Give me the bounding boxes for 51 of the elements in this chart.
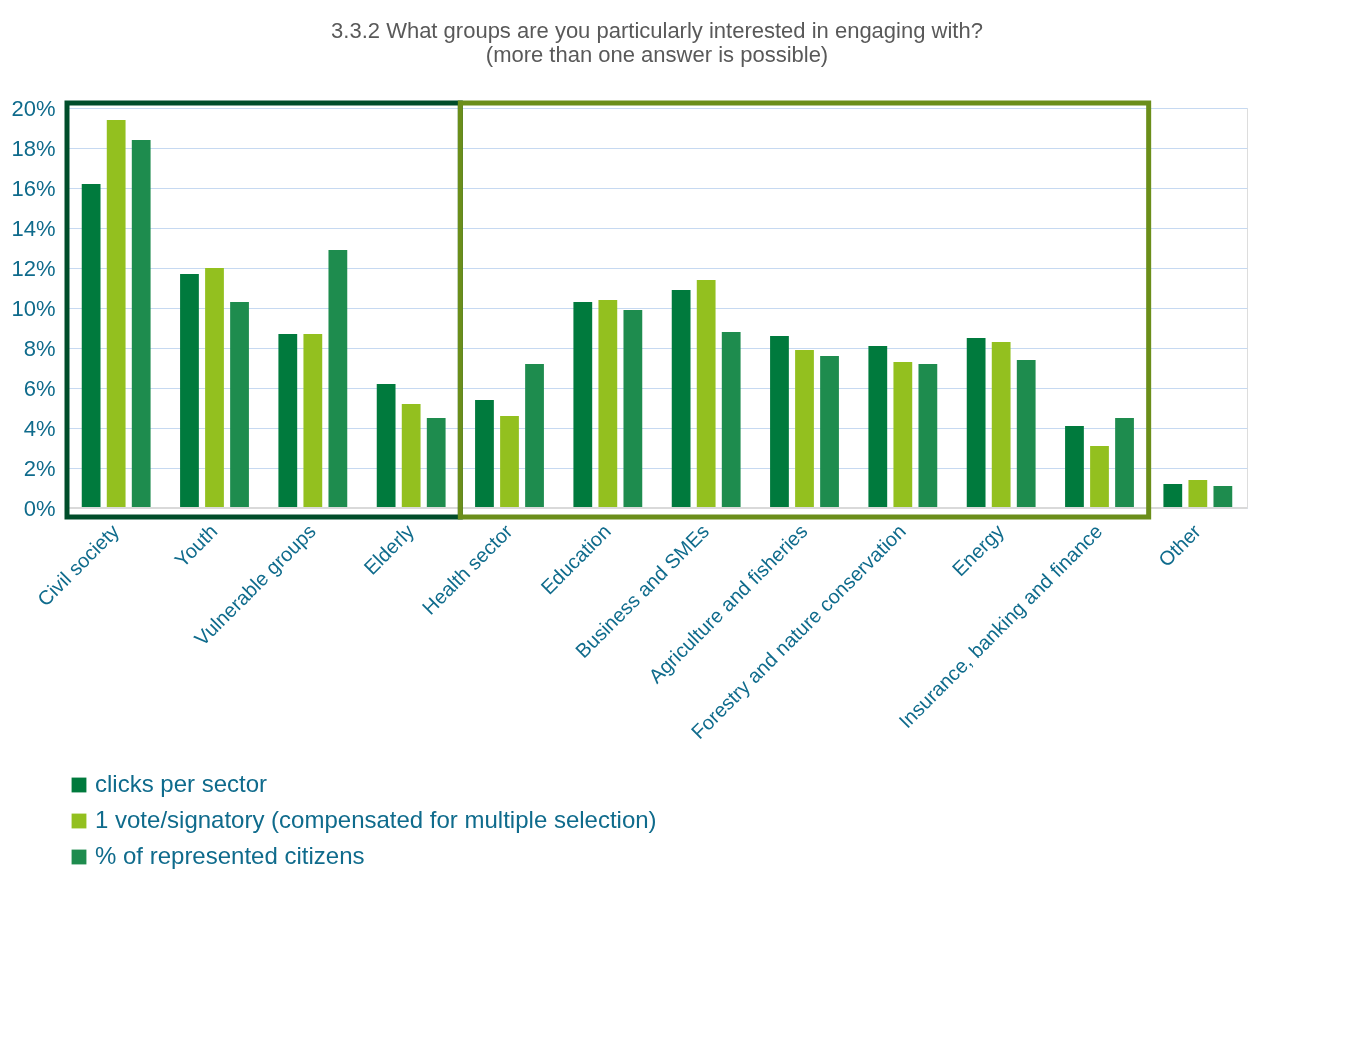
y-tick-label: 2% (23, 455, 56, 481)
bar (868, 346, 888, 508)
bar (918, 364, 938, 508)
bar (671, 290, 691, 508)
bar (401, 404, 421, 508)
bar (81, 184, 101, 508)
bar (1090, 446, 1109, 508)
bar (721, 332, 741, 508)
y-tick-label: 4% (23, 415, 56, 441)
legend-label: clicks per sector (95, 770, 268, 797)
bar (991, 342, 1011, 508)
bar (106, 120, 126, 508)
bar (696, 280, 716, 508)
bar (180, 274, 199, 508)
bar (1188, 480, 1208, 508)
bar (500, 416, 519, 508)
bar (328, 250, 348, 508)
bar (525, 364, 544, 508)
bar (278, 334, 298, 508)
bar (795, 350, 814, 508)
bar (303, 334, 323, 508)
y-tick-label: 12% (11, 255, 56, 281)
bar (573, 302, 593, 508)
bar (230, 302, 249, 508)
bar (426, 418, 446, 508)
y-tick-label: 8% (23, 335, 56, 361)
bar (131, 140, 151, 508)
bar (376, 384, 396, 508)
y-tick-label: 20% (11, 95, 56, 121)
y-tick-label: 18% (11, 135, 56, 161)
bar (205, 268, 224, 508)
y-tick-label: 14% (11, 215, 56, 241)
bar (1016, 360, 1036, 508)
bar (1163, 484, 1183, 508)
bar (623, 310, 643, 508)
legend-label: 1 vote/signatory (compensated for multiple selection) (95, 806, 657, 833)
legend-label: % of represented citizens (95, 842, 365, 869)
chart-title: 3.3.2 What groups are you particularly interested in engaging with? (more than one answer is possible) (331, 18, 983, 67)
bar (820, 356, 839, 508)
bar (1213, 486, 1233, 508)
y-tick-label: 0% (23, 495, 56, 521)
y-tick-label: 10% (11, 295, 56, 321)
y-tick-label: 6% (23, 375, 56, 401)
bar (966, 338, 986, 508)
bar (1065, 426, 1084, 508)
bar (475, 400, 494, 508)
y-tick-label: 16% (11, 175, 56, 201)
bar (770, 336, 789, 508)
bar (598, 300, 618, 508)
bar (893, 362, 913, 508)
bar (1115, 418, 1134, 508)
